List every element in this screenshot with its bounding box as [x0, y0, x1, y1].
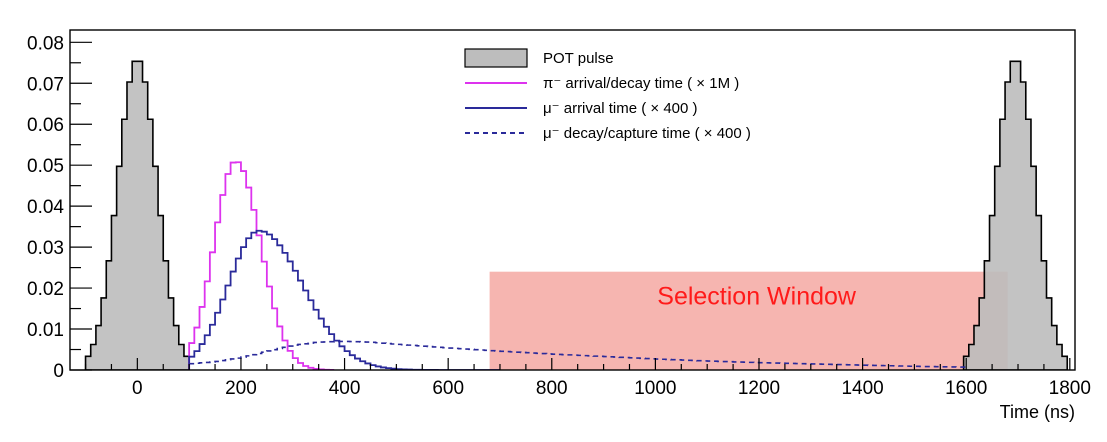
legend-swatch-pot-pulse [464, 48, 528, 68]
y-tick-label: 0.06 [27, 115, 64, 136]
x-tick-label: 0 [132, 378, 143, 399]
x-tick-label: 1000 [634, 378, 676, 399]
x-axis-title: Time (ns) [1000, 402, 1075, 422]
muon-decay-capture-histogram [189, 340, 967, 368]
legend: POT pulse π⁻ arrival/decay time ( × 1M ) μ… [464, 48, 751, 142]
x-tick-label: 800 [536, 378, 568, 399]
pion-arrival-histogram [188, 161, 335, 370]
selection-window-box [489, 271, 1008, 370]
selection-window-label: Selection Window [657, 283, 857, 311]
legend-label: π⁻ arrival/decay time ( × 1M ) [543, 75, 739, 92]
axes-frame: 0 200 400 600 800 1000 1200 1400 1600 1800 0 0.01 0.… [27, 29, 1091, 422]
legend-label: μ⁻ arrival time ( × 400 ) [543, 100, 698, 117]
y-tick-label: 0.01 [27, 320, 64, 341]
plot-frame [69, 29, 1076, 371]
y-tick-label: 0.03 [27, 238, 64, 259]
y-tick-label: 0.08 [27, 33, 64, 54]
plot-area: Selection Window [84, 60, 1069, 370]
y-tick-label: 0.02 [27, 279, 64, 300]
x-tick-label: 400 [329, 378, 361, 399]
muon-arrival-histogram [188, 229, 500, 370]
x-tick-label: 600 [432, 378, 464, 399]
x-tick-label: 1400 [841, 378, 883, 399]
legend-label: POT pulse [543, 50, 614, 67]
y-tick-label: 0 [53, 361, 64, 382]
x-tick-label: 1600 [945, 378, 987, 399]
pot-pulse-histogram-2 [962, 60, 1069, 370]
y-tick-label: 0.05 [27, 156, 64, 177]
y-tick-label: 0.07 [27, 74, 64, 95]
x-tick-label: 1800 [1049, 378, 1091, 399]
x-tick-label: 1200 [738, 378, 780, 399]
x-tick-label: 200 [225, 378, 257, 399]
legend-label: μ⁻ decay/capture time ( × 400 ) [543, 125, 751, 142]
y-tick-label: 0.04 [27, 197, 64, 218]
pot-pulse-histogram-1 [84, 60, 190, 370]
